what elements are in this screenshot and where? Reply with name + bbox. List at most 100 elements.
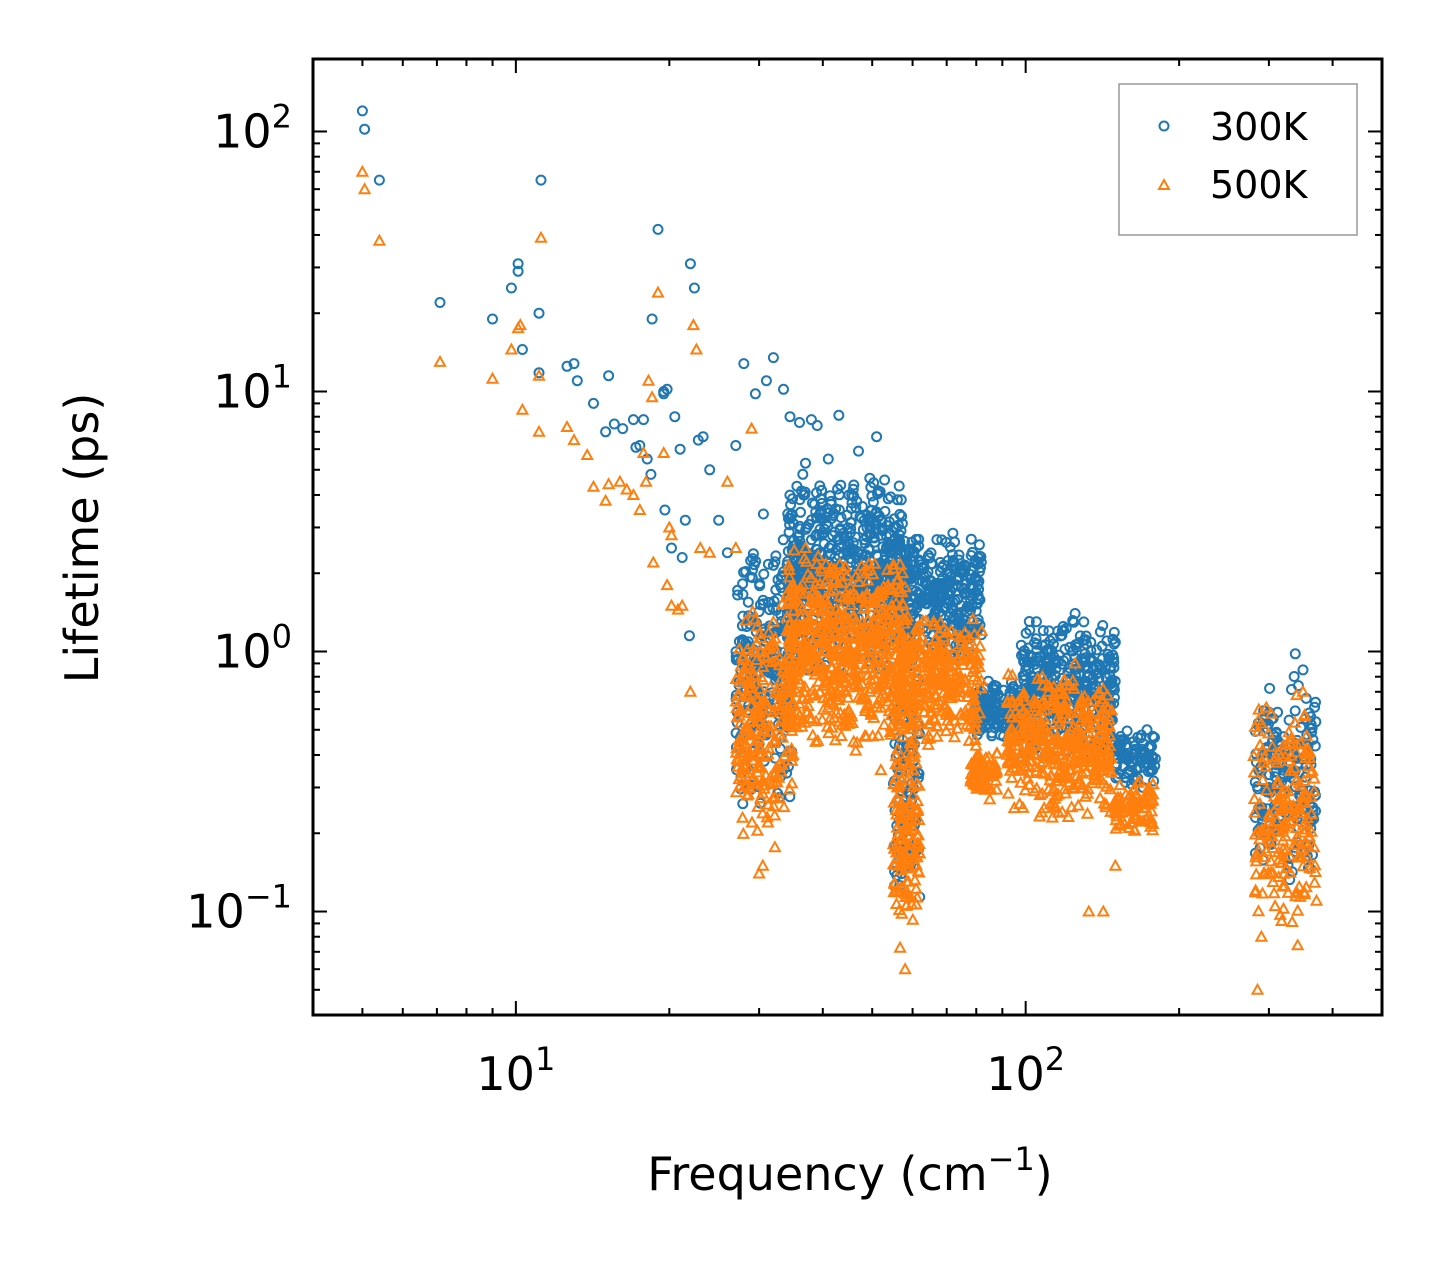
point-500K bbox=[1050, 684, 1064, 697]
point-500K bbox=[1003, 734, 1017, 747]
point-300K bbox=[600, 426, 612, 438]
point-300K bbox=[704, 464, 716, 476]
point-500K bbox=[1308, 858, 1322, 871]
point-300K bbox=[684, 258, 696, 270]
point-300K bbox=[950, 574, 962, 586]
point-300K bbox=[953, 549, 965, 561]
point-500K bbox=[756, 659, 770, 672]
point-300K bbox=[895, 494, 907, 506]
point-300K bbox=[666, 542, 677, 554]
point-300K bbox=[764, 604, 775, 616]
point-500K bbox=[1292, 879, 1306, 892]
point-500K bbox=[948, 713, 962, 726]
point-500K bbox=[947, 646, 961, 659]
point-300K bbox=[373, 174, 385, 186]
point-500K bbox=[902, 650, 917, 663]
point-500K bbox=[782, 646, 796, 659]
x-tick-base: 10 bbox=[986, 1047, 1045, 1101]
point-500K bbox=[1078, 734, 1092, 747]
point-300K bbox=[787, 540, 799, 552]
point-500K bbox=[1086, 694, 1100, 707]
point-500K bbox=[861, 573, 875, 586]
point-300K bbox=[683, 630, 695, 642]
point-500K bbox=[892, 858, 906, 871]
point-500K bbox=[901, 770, 916, 783]
point-500K bbox=[1014, 775, 1028, 788]
point-500K bbox=[1081, 725, 1095, 738]
x-tick-base: 10 bbox=[476, 1047, 535, 1101]
point-500K bbox=[840, 589, 855, 602]
point-300K bbox=[533, 307, 545, 319]
point-500K bbox=[895, 566, 910, 579]
point-300K bbox=[987, 681, 999, 693]
point-300K bbox=[730, 646, 742, 658]
point-500K bbox=[1096, 734, 1111, 747]
point-500K bbox=[749, 636, 764, 649]
point-500K bbox=[1291, 903, 1305, 916]
point-500K bbox=[791, 620, 806, 633]
point-500K bbox=[962, 733, 976, 746]
point-500K bbox=[1251, 724, 1265, 737]
point-500K bbox=[675, 598, 689, 611]
point-300K bbox=[1040, 645, 1052, 657]
point-500K bbox=[703, 545, 717, 558]
point-500K bbox=[861, 613, 875, 626]
point-500K bbox=[915, 659, 929, 672]
point-500K bbox=[822, 611, 837, 624]
point-500K bbox=[910, 622, 925, 635]
point-500K bbox=[1093, 791, 1107, 804]
point-500K bbox=[1271, 774, 1285, 787]
point-500K bbox=[789, 640, 804, 653]
point-300K bbox=[1073, 637, 1085, 649]
point-300K bbox=[512, 265, 524, 277]
point-300K bbox=[788, 518, 800, 530]
point-500K bbox=[1096, 740, 1110, 753]
y-tick-label: 100 bbox=[213, 618, 292, 679]
x-tick-label: 102 bbox=[986, 1040, 1065, 1101]
point-500K bbox=[906, 721, 920, 734]
point-500K bbox=[909, 638, 923, 651]
point-500K bbox=[744, 421, 759, 434]
point-500K bbox=[909, 858, 924, 871]
point-500K bbox=[843, 618, 857, 631]
point-500K bbox=[866, 666, 880, 679]
point-300K bbox=[1045, 661, 1057, 673]
point-500K bbox=[762, 625, 776, 638]
point-500K bbox=[849, 569, 863, 582]
y-tick-label: 101 bbox=[213, 357, 292, 418]
point-500K bbox=[892, 764, 906, 777]
point-500K bbox=[504, 342, 519, 355]
point-500K bbox=[866, 596, 880, 609]
point-500K bbox=[1301, 759, 1315, 772]
point-500K bbox=[810, 625, 825, 638]
point-300K bbox=[914, 574, 926, 586]
point-300K bbox=[1067, 645, 1079, 657]
point-300K bbox=[848, 479, 860, 491]
point-500K bbox=[641, 373, 656, 386]
point-500K bbox=[1307, 875, 1322, 888]
point-300K bbox=[674, 443, 686, 455]
point-500K bbox=[929, 631, 943, 644]
point-500K bbox=[825, 670, 839, 683]
point-300K bbox=[679, 514, 691, 526]
point-300K bbox=[846, 489, 858, 501]
point-500K bbox=[747, 748, 761, 761]
point-500K bbox=[890, 710, 905, 723]
point-500K bbox=[753, 749, 768, 762]
point-500K bbox=[933, 615, 948, 628]
point-300K bbox=[1096, 640, 1108, 652]
point-500K bbox=[840, 568, 854, 581]
point-500K bbox=[1005, 668, 1019, 681]
point-500K bbox=[1108, 858, 1123, 871]
point-500K bbox=[1137, 813, 1151, 826]
point-500K bbox=[978, 779, 992, 792]
point-300K bbox=[1264, 682, 1276, 694]
point-500K bbox=[889, 802, 903, 815]
point-300K bbox=[882, 493, 894, 505]
point-500K bbox=[774, 764, 788, 777]
point-500K bbox=[1037, 801, 1051, 814]
point-500K bbox=[810, 556, 824, 569]
point-500K bbox=[1088, 704, 1102, 717]
point-300K bbox=[949, 595, 961, 607]
point-300K bbox=[1289, 705, 1301, 717]
